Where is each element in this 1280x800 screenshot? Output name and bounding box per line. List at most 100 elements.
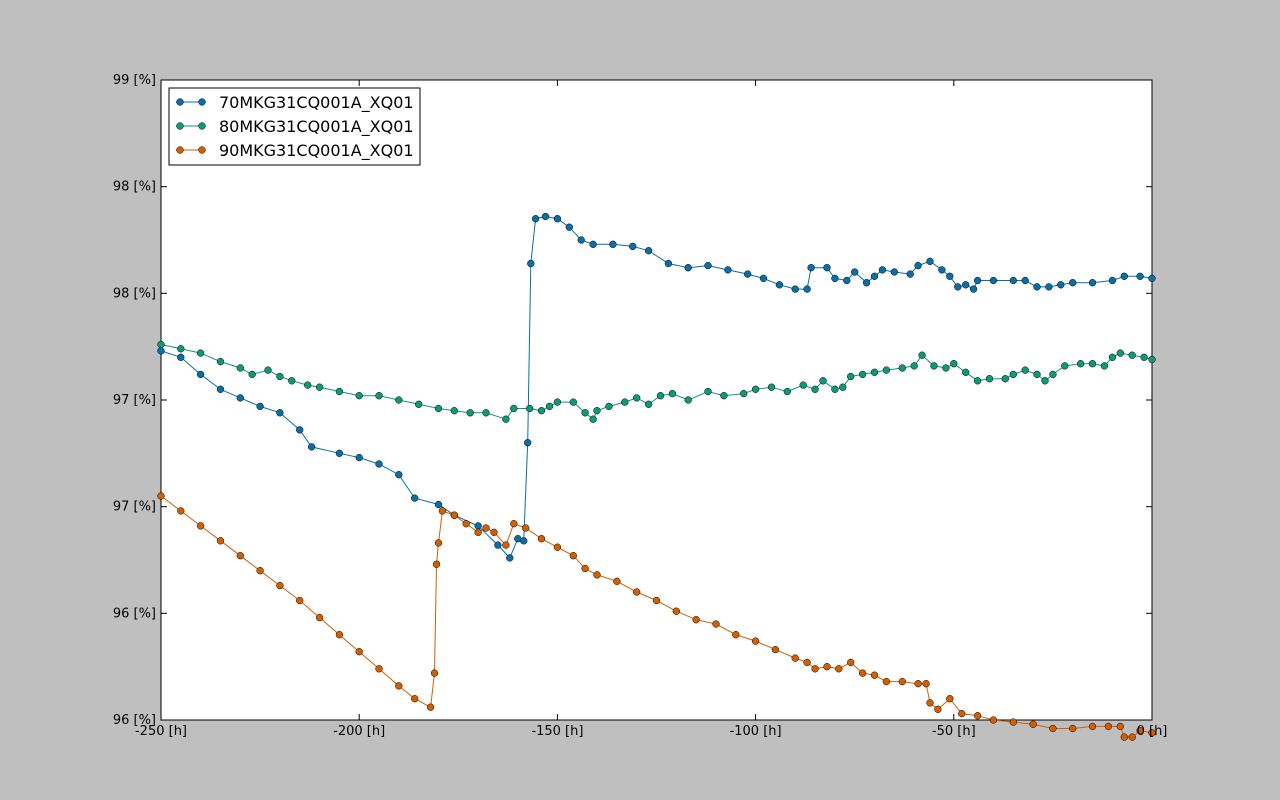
data-point [692, 616, 700, 624]
data-point [906, 270, 914, 278]
data-point [355, 648, 363, 656]
data-point [1120, 272, 1128, 280]
data-point [898, 677, 906, 686]
data-point [1128, 733, 1136, 741]
series-line [160, 495, 1153, 738]
y-tick-label: 96 [%] [113, 606, 156, 621]
data-point [248, 370, 256, 379]
legend: 70MKG31CQ001A_XQ01 80MKG31CQ001A_XQ01 90MK… [168, 87, 421, 166]
data-point [335, 387, 344, 396]
y-tick-label: 97 [%] [113, 500, 156, 515]
data-point [1136, 727, 1144, 735]
data-point [1148, 729, 1156, 737]
data-point [426, 703, 435, 711]
data-point [989, 716, 998, 724]
series-2 [157, 340, 1156, 423]
data-point [432, 560, 441, 568]
data-point [613, 577, 621, 585]
data-point [870, 671, 879, 679]
data-point [910, 362, 918, 370]
y-tick-label: 98 [%] [113, 286, 156, 301]
data-point [946, 272, 954, 280]
data-point [644, 400, 653, 408]
plot-area [160, 79, 1153, 721]
x-tick-label: 0 [h] [1137, 724, 1168, 739]
series-1 [157, 212, 1156, 562]
data-point [1033, 283, 1041, 291]
legend-label: 90MKG31CQ001A_XQ01 [219, 141, 414, 161]
data-point [577, 236, 585, 244]
data-point [803, 658, 811, 667]
data-point [375, 392, 383, 400]
legend-marker [176, 98, 184, 106]
data-point [256, 567, 264, 575]
data-point [490, 528, 498, 536]
data-point [1076, 360, 1085, 368]
data-point [545, 402, 554, 411]
data-point [462, 520, 470, 528]
data-point [524, 439, 532, 447]
legend-marker [198, 146, 206, 154]
data-point [335, 449, 344, 457]
data-point [831, 274, 839, 283]
data-point [522, 524, 530, 532]
data-point [1049, 370, 1057, 379]
legend-marker [198, 98, 206, 106]
data-point [811, 665, 819, 673]
data-point [236, 394, 244, 402]
data-point [1088, 722, 1097, 731]
y-tick-label: 97 [%] [113, 393, 156, 408]
data-point [395, 396, 403, 404]
data-point [605, 402, 613, 411]
data-point [843, 276, 851, 285]
legend-box [168, 87, 421, 166]
data-point [973, 712, 982, 720]
data-point [593, 407, 601, 415]
data-point [969, 285, 978, 293]
data-point [720, 392, 728, 400]
data-point [415, 400, 423, 408]
data-point [196, 349, 205, 357]
data-point [1061, 362, 1069, 370]
legend-label: 70MKG31CQ001A_XQ01 [219, 93, 414, 113]
data-point [989, 276, 998, 285]
data-point [942, 364, 950, 372]
data-point [882, 366, 891, 374]
data-point [633, 394, 641, 402]
data-point [1088, 279, 1097, 287]
data-point [434, 404, 443, 413]
data-point [1009, 276, 1017, 285]
data-point [276, 581, 284, 590]
data-point [938, 266, 946, 274]
data-point [157, 347, 165, 355]
data-point [1057, 281, 1065, 289]
data-point [157, 340, 165, 349]
data-point [581, 409, 589, 417]
data-point [236, 552, 244, 560]
data-point [553, 543, 562, 551]
data-point [1001, 375, 1009, 383]
data-point [803, 285, 811, 293]
data-point [1108, 353, 1117, 361]
data-point [157, 492, 165, 500]
data-point [502, 541, 510, 549]
series-3 [157, 492, 1156, 741]
data-point [315, 613, 324, 622]
data-point [847, 658, 855, 667]
data-point [724, 266, 732, 274]
data-point [644, 247, 653, 255]
data-point [482, 524, 490, 532]
data-point [851, 268, 859, 276]
data-point [973, 377, 982, 385]
data-point [1033, 370, 1041, 379]
data-point [1021, 366, 1029, 374]
data-point [962, 281, 970, 289]
legend-item: 80MKG31CQ001A_XQ01 [176, 117, 414, 137]
data-point [296, 596, 304, 605]
data-point [395, 471, 403, 479]
legend-item: 70MKG31CQ001A_XQ01 [176, 93, 414, 113]
data-point [819, 377, 827, 385]
data-point [474, 528, 482, 536]
y-tick-label: 96 [%] [113, 713, 156, 728]
data-point [922, 680, 930, 688]
